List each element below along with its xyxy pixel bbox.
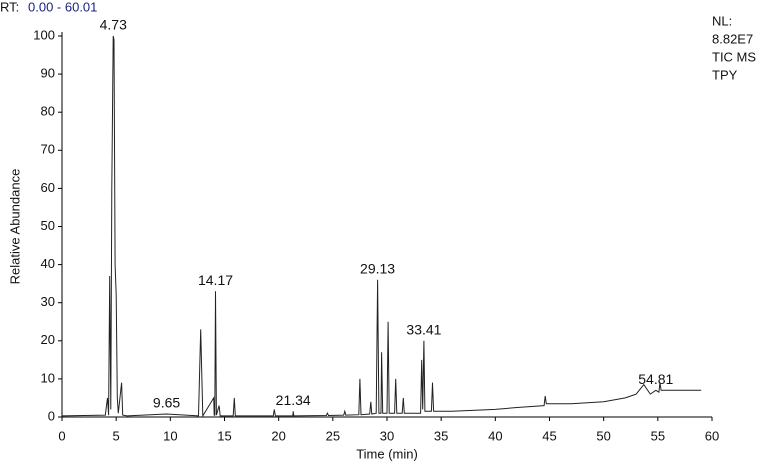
info-text: 8.82E7 <box>712 31 753 46</box>
info-text: NL: <box>712 13 732 28</box>
x-tick-label: 45 <box>542 428 556 443</box>
peak-label: 29.13 <box>360 261 395 277</box>
y-tick-label: 50 <box>41 218 55 233</box>
y-tick-label: 40 <box>41 256 55 271</box>
y-tick-label: 100 <box>33 27 55 42</box>
x-tick-label: 25 <box>326 428 340 443</box>
info-text: TIC MS <box>712 49 756 64</box>
x-tick-label: 20 <box>271 428 285 443</box>
peak-label: 9.65 <box>153 395 180 411</box>
info-text: TPY <box>712 67 738 82</box>
x-tick-label: 55 <box>651 428 665 443</box>
x-tick-label: 30 <box>380 428 394 443</box>
x-axis-label: Time (min) <box>356 446 418 461</box>
x-tick-label: 15 <box>217 428 231 443</box>
y-tick-label: 20 <box>41 332 55 347</box>
y-tick-label: 60 <box>41 180 55 195</box>
x-tick-label: 40 <box>488 428 502 443</box>
x-tick-label: 5 <box>113 428 120 443</box>
x-tick-label: 0 <box>58 428 65 443</box>
y-tick-label: 30 <box>41 294 55 309</box>
y-tick-label: 90 <box>41 66 55 81</box>
x-tick-label: 10 <box>163 428 177 443</box>
x-tick-label: 50 <box>596 428 610 443</box>
peak-label: 21.34 <box>276 392 311 408</box>
trace <box>61 35 702 418</box>
y-axis-label: Relative Abundance <box>7 169 22 285</box>
rt-label: RT: <box>0 0 19 14</box>
y-tick-label: 70 <box>41 142 55 157</box>
y-tick-label: 0 <box>48 408 55 423</box>
x-tick-label: 60 <box>705 428 719 443</box>
peak-label: 54.81 <box>638 371 673 387</box>
y-tick-label: 10 <box>41 370 55 385</box>
x-tick-label: 35 <box>434 428 448 443</box>
y-tick-label: 80 <box>41 104 55 119</box>
peak-label: 14.17 <box>198 272 233 288</box>
rt-range: 0.00 - 60.01 <box>28 0 97 14</box>
peak-label: 4.73 <box>100 17 127 33</box>
peak-label: 33.41 <box>406 322 441 338</box>
